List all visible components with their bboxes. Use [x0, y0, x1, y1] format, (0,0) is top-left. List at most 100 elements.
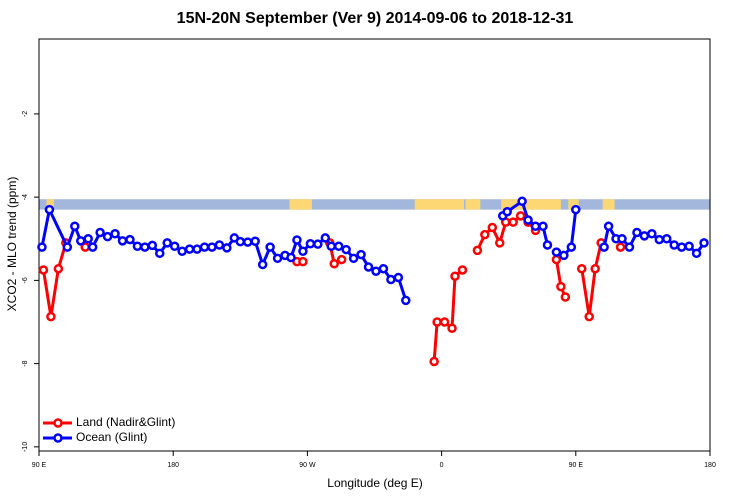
series-1-point-0-34 — [292, 235, 302, 245]
series-1-point-0-40 — [333, 241, 344, 251]
series-1-point-0-26 — [235, 236, 246, 247]
series-1-point-3-13 — [691, 248, 702, 259]
series-1-point-2-2 — [566, 242, 577, 252]
x-tick-label-4: 90 E — [569, 462, 584, 469]
land-band-6 — [568, 199, 579, 210]
series-1-point-3-12 — [684, 241, 694, 251]
series-0-point-7-2 — [590, 263, 600, 274]
series-1-point-3-4 — [624, 242, 635, 252]
series-1-point-1-6 — [542, 240, 553, 250]
series-1 — [37, 196, 709, 306]
y-tick-label-0: -10 — [22, 442, 29, 452]
series-1-point-0-21 — [199, 242, 210, 252]
series-1-point-0-1 — [44, 204, 55, 215]
series-1-point-3-14 — [699, 238, 709, 248]
series-0-point-4-4 — [450, 271, 460, 281]
series-1-point-1-2 — [517, 196, 527, 207]
series-1-point-1-5 — [538, 221, 548, 232]
series-1-point-3-6 — [639, 231, 650, 241]
series-1-point-0-33 — [286, 252, 296, 263]
series-1-point-0-12 — [132, 241, 143, 251]
y-tick-label-1: -8 — [22, 360, 29, 366]
series-0-point-4-0 — [429, 356, 439, 367]
series-1-point-3-3 — [617, 234, 627, 244]
x-tick-label-2: 90 W — [299, 462, 316, 469]
series-1-point-0-35 — [298, 246, 308, 256]
series-0 — [38, 211, 626, 367]
series-1-point-0-28 — [250, 236, 260, 247]
land-band-2 — [301, 199, 312, 210]
series-1-point-0-20 — [192, 244, 202, 254]
series-1-point-0-45 — [371, 266, 381, 276]
series-1-point-0-6 — [87, 242, 98, 252]
series-1-point-0-2 — [62, 242, 73, 252]
y-axis-label: XCO2 - MLO trend (ppm) — [5, 176, 19, 312]
series-1-point-1-3 — [523, 215, 533, 225]
series-1-point-3-9 — [662, 234, 672, 244]
series-0-point-6-2 — [560, 292, 571, 302]
series-1-point-3-8 — [654, 234, 665, 245]
series-1-point-0-5 — [83, 234, 93, 244]
y-tick-label-4: -2 — [22, 111, 29, 117]
series-1-point-3-5 — [632, 227, 642, 238]
series-0-point-5-5 — [508, 217, 518, 227]
x-tick-label-5: 180 — [704, 462, 716, 469]
series-1-point-0-38 — [320, 233, 331, 243]
series-0-point-3-2 — [336, 254, 347, 265]
y-tick-label-2: -6 — [22, 277, 29, 283]
series-1-point-0-42 — [348, 253, 359, 264]
series-0-point-4-5 — [457, 265, 468, 275]
series-1-point-3-11 — [676, 242, 687, 252]
x-tick-label-0: 90 E — [32, 462, 47, 469]
series-1-point-0-31 — [272, 253, 283, 264]
x-axis-label: Longitude (deg E) — [327, 476, 423, 490]
chart-title: 15N-20N September (Ver 9) 2014-09-06 to … — [176, 10, 574, 27]
series-1-point-0-3 — [70, 221, 80, 232]
series-1-point-0-7 — [95, 227, 105, 238]
series-0-point-0-1 — [46, 311, 56, 322]
series-1-point-3-1 — [603, 221, 614, 232]
series-0-line-6 — [554, 259, 567, 298]
x-tick-label-1: 180 — [167, 462, 179, 469]
series-1-point-3-7 — [647, 229, 657, 239]
series-0-point-4-3 — [447, 323, 457, 333]
series-1-point-0-29 — [257, 259, 268, 270]
series-1-point-3-10 — [669, 240, 679, 250]
series-1-point-0-17 — [169, 241, 180, 251]
land-band-3 — [414, 199, 464, 210]
series-1-point-0-9 — [110, 229, 120, 239]
series-0-point-5-1 — [480, 229, 490, 240]
series-0-point-3-1 — [329, 258, 339, 269]
land-band-1 — [289, 199, 308, 210]
series-1-point-1-1 — [502, 206, 512, 217]
series-0-point-7-1 — [584, 311, 594, 322]
series-1-point-0-37 — [313, 239, 323, 249]
series-0-point-4-1 — [432, 317, 442, 327]
land-mask-band — [39, 199, 710, 210]
series-1-point-0-47 — [386, 274, 396, 285]
series-1-point-0-10 — [117, 236, 128, 246]
series-0-point-6-1 — [556, 281, 566, 292]
series-1-point-0-24 — [222, 243, 232, 253]
series-1-point-0-15 — [155, 248, 165, 259]
series-0-point-6-0 — [551, 254, 562, 265]
series-0-point-0-2 — [53, 263, 64, 274]
series-1-point-2-3 — [571, 204, 581, 215]
land-band-4 — [465, 199, 481, 210]
series-0-line-4 — [432, 268, 464, 362]
ocean-band — [39, 199, 710, 210]
series-0-point-4-2 — [439, 317, 450, 327]
series-1-point-2-0 — [551, 247, 562, 257]
series-1-point-0-8 — [102, 231, 113, 242]
series-1-point-0-11 — [125, 234, 135, 245]
series-0-point-5-3 — [495, 238, 505, 248]
series-1-point-0-41 — [341, 244, 351, 255]
axes: 90 E 180 90 W 0 90 E 180 -10 -8 -6 -4 -2 — [22, 38, 716, 469]
series-0-point-8-0 — [615, 242, 626, 252]
series-1-point-0-23 — [214, 240, 225, 250]
land-band-5 — [501, 199, 561, 210]
series-0-line-0 — [41, 242, 68, 319]
x-tick-label-3: 0 — [440, 462, 444, 469]
series-0-point-2-1 — [298, 256, 308, 267]
series-1-point-0-0 — [37, 242, 47, 252]
